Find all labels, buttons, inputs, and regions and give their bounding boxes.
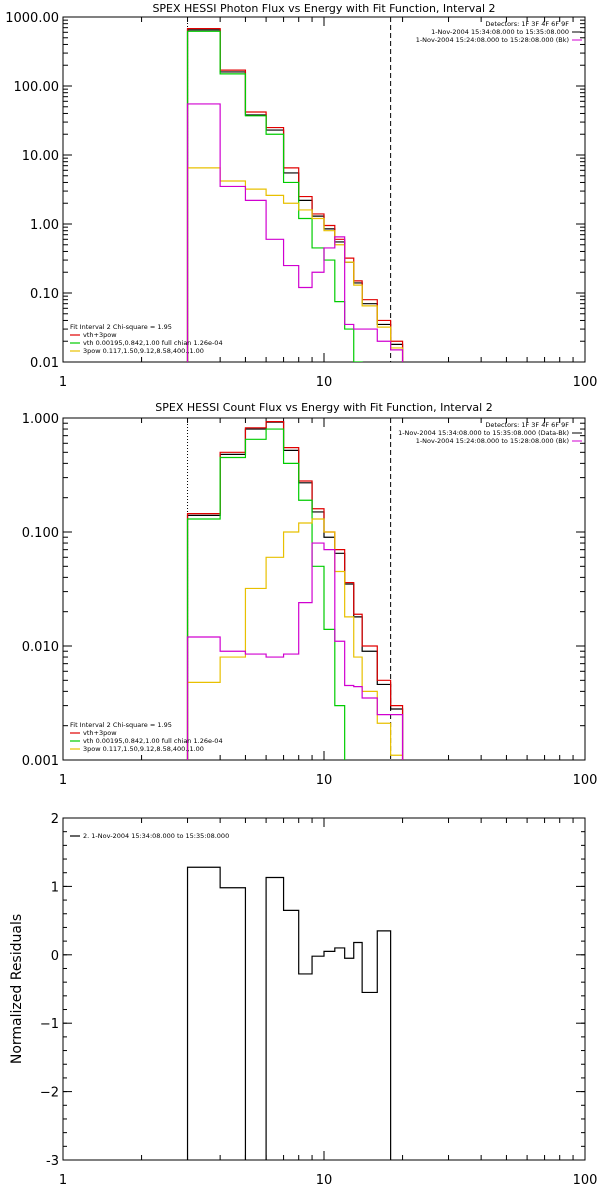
header-text-line: 1-Nov-2004 15:24:08.000 to 15:28:08.000 … xyxy=(416,437,569,445)
series-3pow xyxy=(186,518,404,760)
y-tick-label: 1 xyxy=(51,880,59,895)
legend-label: vth+3pow xyxy=(83,331,117,339)
y-tick-label: 100.00 xyxy=(14,80,60,95)
x-tick-label: 1 xyxy=(59,375,67,390)
header-text-line: Detectors: 1F 3F 4F 6F 9F xyxy=(485,20,569,28)
series-3pow xyxy=(186,167,404,362)
x-tick-label: 10 xyxy=(316,1173,333,1188)
header-text-line: 1-Nov-2004 15:34:08.000 to 15:35:08.000 … xyxy=(398,429,569,437)
legend-label: vth+3pow xyxy=(83,729,117,737)
legend-label: vth 0.00195,0.842,1.00 full chian 1.26e-… xyxy=(83,737,223,745)
y-axis-label-2: Normalized Residuals xyxy=(9,914,25,1064)
series-background xyxy=(186,542,404,760)
series-data xyxy=(186,29,404,362)
y-tick-label: 1.00 xyxy=(30,218,59,233)
y-tick-label: 0.01 xyxy=(30,356,59,371)
chart-title-0: SPEX HESSI Photon Flux vs Energy with Fi… xyxy=(152,2,495,15)
header-text-line: 1-Nov-2004 15:34:08.000 to 15:35:08.000 xyxy=(431,28,569,36)
header-text-line: 1-Nov-2004 15:24:08.000 to 15:28:08.000 … xyxy=(416,36,569,44)
y-tick-label: 1.000 xyxy=(22,412,59,427)
header-text-line: Detectors: 1F 3F 4F 6F 9F xyxy=(485,421,569,429)
plot-frame-2 xyxy=(62,817,586,1161)
series-vth xyxy=(186,428,346,760)
series-background xyxy=(186,103,404,362)
y-tick-label: 0.100 xyxy=(22,526,59,541)
x-tick-label: 10 xyxy=(316,375,333,390)
legend-label: 3pow 0.117,1.50,9.12,8.58,400.,1.00 xyxy=(83,745,204,753)
legend-label: 3pow 0.117,1.50,9.12,8.58,400.,1.00 xyxy=(83,347,204,355)
x-tick-label: 10 xyxy=(316,773,333,788)
x-tick-label: 1 xyxy=(59,1173,67,1188)
y-tick-label: 0.010 xyxy=(22,640,59,655)
y-tick-label: 0 xyxy=(51,949,59,964)
x-tick-label: 100 xyxy=(573,1173,598,1188)
legend-header: Fit Interval 2 Chi-square = 1.95 xyxy=(70,721,172,729)
legend-header: Fit Interval 2 Chi-square = 1.95 xyxy=(70,323,172,331)
y-tick-label: 1000.00 xyxy=(5,11,59,26)
legend-label: vth 0.00195,0.842,1.00 full chian 1.26e-… xyxy=(83,339,223,347)
y-tick-label: 10.00 xyxy=(22,149,59,164)
plot-frame-0 xyxy=(62,16,586,363)
x-tick-label: 1 xyxy=(59,773,67,788)
chart-title-1: SPEX HESSI Count Flux vs Energy with Fit… xyxy=(155,401,492,414)
y-tick-label: 2 xyxy=(51,812,59,827)
x-tick-label: 100 xyxy=(573,375,598,390)
series-residuals xyxy=(186,866,392,1160)
x-tick-label: 100 xyxy=(573,773,598,788)
y-tick-label: −2 xyxy=(40,1086,59,1101)
y-tick-label: −1 xyxy=(40,1017,59,1032)
y-tick-label: 0.10 xyxy=(30,287,59,302)
y-tick-label: -3 xyxy=(46,1154,59,1169)
legend-label: 2. 1-Nov-2004 15:34:08.000 to 15:35:08.0… xyxy=(83,832,229,840)
y-tick-label: 0.001 xyxy=(22,754,59,769)
